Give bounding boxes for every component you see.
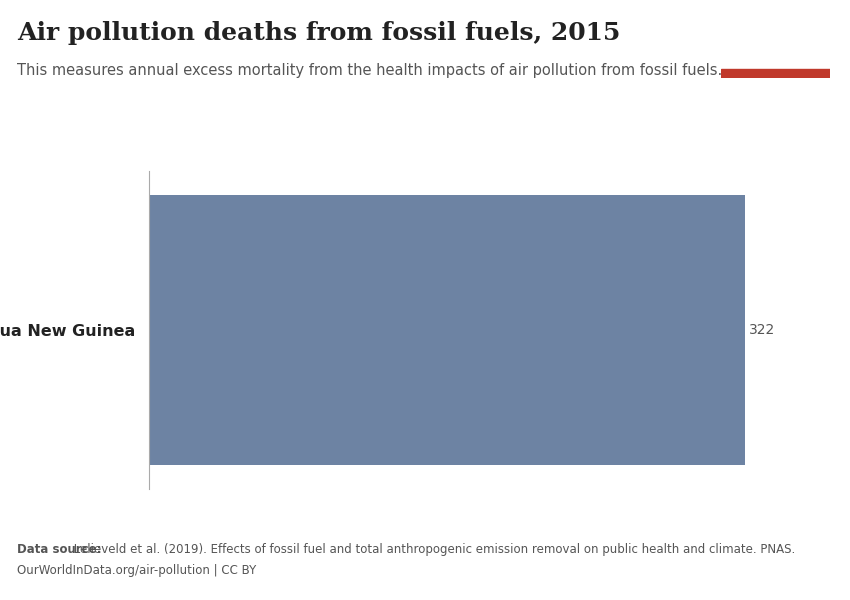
Text: in Data: in Data xyxy=(753,49,797,59)
Text: Our World: Our World xyxy=(744,29,807,39)
Text: Lelieveld et al. (2019). Effects of fossil fuel and total anthropogenic emission: Lelieveld et al. (2019). Effects of foss… xyxy=(70,543,795,556)
Text: Data source:: Data source: xyxy=(17,543,101,556)
Text: This measures annual excess mortality from the health impacts of air pollution f: This measures annual excess mortality fr… xyxy=(17,63,722,78)
Bar xyxy=(721,68,830,78)
Text: OurWorldInData.org/air-pollution | CC BY: OurWorldInData.org/air-pollution | CC BY xyxy=(17,564,256,577)
Text: Air pollution deaths from fossil fuels, 2015: Air pollution deaths from fossil fuels, … xyxy=(17,21,620,45)
Text: 322: 322 xyxy=(749,323,775,337)
Bar xyxy=(149,195,745,465)
